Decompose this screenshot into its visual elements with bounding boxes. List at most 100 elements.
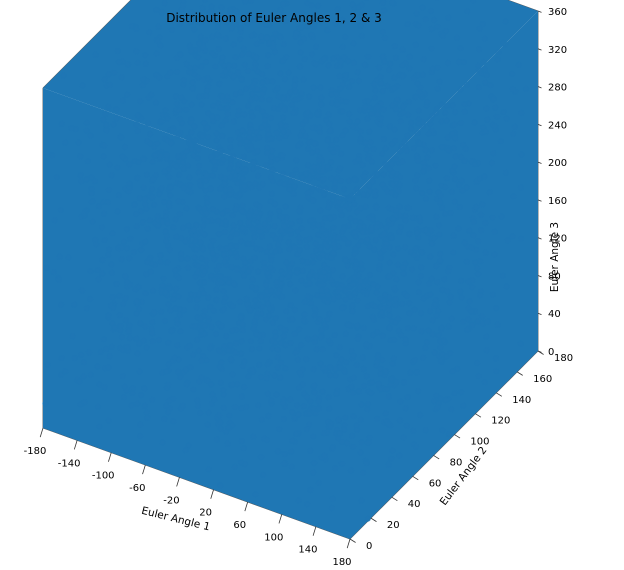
scatter-point [373,359,380,366]
scatter-point [367,390,375,397]
scatter-point [303,243,310,250]
scatter-point [417,218,424,225]
scatter-point [461,101,468,108]
scatter-point [327,371,334,379]
scatter-point [429,65,436,72]
scatter-point [100,142,108,149]
scatter-point [220,288,227,295]
scatter-point [209,50,216,57]
scatter-point [213,286,220,293]
scatter-point [427,253,434,260]
scatter-point [103,345,110,352]
scatter-point [251,254,258,261]
scatter-point [274,364,281,371]
scatter-point [227,144,234,151]
scatter-point [447,293,454,300]
scatter-point [385,421,392,428]
scatter-point [493,305,500,312]
scatter-point [99,270,106,277]
scatter-point [413,10,420,17]
scatter-point [217,148,224,155]
scatter-point [487,82,494,89]
scatter-point [168,140,175,147]
scatter-point [218,323,225,330]
scatter-point [155,336,162,344]
scatter-point [337,58,345,65]
y-tick [433,455,440,460]
scatter-point [133,121,140,128]
x-tick-label: 60 [233,520,246,531]
scatter-point [459,187,466,194]
scatter-point [236,298,244,305]
scatter-point [116,292,123,299]
scatter-point [170,418,177,425]
scatter-point [153,6,160,13]
scatter-point [313,247,320,254]
scatter-point [355,156,362,163]
scatter-point [393,176,400,183]
scatter-point [338,212,345,219]
scatter-point [353,361,360,368]
scatter-point [482,128,489,135]
scatter-point [251,65,258,72]
scatter-point [161,415,168,422]
scatter-point [289,316,296,323]
scatter-point [115,192,123,199]
scatter-point [404,111,412,119]
scatter-point [292,76,299,83]
scatter-point [439,286,446,294]
scatter-point [414,229,421,237]
scatter-point [372,87,379,94]
scatter-point [172,285,180,292]
scatter-point [277,34,284,41]
scatter-point [348,78,355,85]
scatter-point [363,146,370,153]
scatter-point [423,339,430,346]
scatter-point [257,338,264,345]
scatter-point [303,426,310,433]
scatter-point [422,147,429,154]
scatter-point [252,297,259,304]
scatter-point [293,157,300,164]
scatter-point [317,334,324,341]
scatter-point [237,314,244,321]
scatter-point [242,85,250,92]
scatter-point [274,346,281,353]
scatter-point [229,303,236,310]
scatter-point [279,214,286,221]
scatter-point [238,238,245,245]
scatter-point [310,259,317,266]
scatter-point [479,201,486,208]
scatter-point [140,184,147,191]
scatter-point [240,153,247,160]
z-tick-label: 120 [548,234,567,245]
scatter-point [358,439,365,446]
x-tick-label: -180 [24,446,47,457]
scatter-point [382,410,389,417]
scatter-point [197,33,204,41]
z-tick-label: 40 [548,309,561,320]
scatter-point [253,285,260,292]
scatter-point [476,25,483,32]
scatter-point [413,185,420,192]
scatter-point [267,114,274,122]
y-tick [454,434,461,439]
scatter-point [241,358,248,365]
scatter-point [385,393,392,400]
scatter-point [271,9,278,17]
scatter-point [354,297,361,304]
scatter-point [163,368,170,375]
scatter-point [452,135,459,142]
scatter-point [264,149,271,156]
scatter-point [105,417,112,424]
scatter-point [232,206,239,213]
scatter-point [273,129,280,136]
scatter-point [477,292,484,299]
scatter-point [288,101,295,109]
scatter-point [456,204,463,211]
scatter-point [333,91,340,98]
scatter-point [162,107,169,114]
scatter-point [490,150,497,157]
scatter-point [403,292,411,300]
scatter-point [80,359,88,366]
